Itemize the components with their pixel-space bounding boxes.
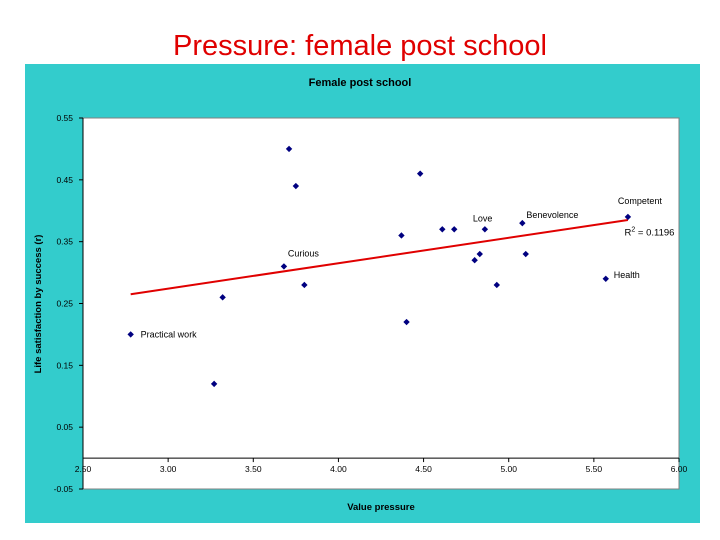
y-axis-ticks: 0.55 0.45 0.35 0.25 0.15 0.05 -0.05: [54, 113, 83, 494]
x-axis-label: Value pressure: [347, 502, 415, 513]
data-point: [285, 145, 293, 153]
y-tick-label: 0.35: [56, 237, 73, 247]
y-tick-label: 0.45: [56, 175, 73, 185]
data-point: [127, 331, 134, 338]
data-point: [602, 275, 609, 282]
data-point: [301, 281, 308, 289]
y-tick-label: -0.05: [54, 484, 74, 494]
data-point: [519, 219, 526, 227]
chart-title: Female post school: [309, 77, 412, 89]
r-squared-superscript: 2: [631, 226, 635, 233]
point-labels: Practical work Curious Love Benevolence Heal…: [141, 196, 663, 339]
point-label: Competent: [618, 196, 663, 206]
data-point: [451, 226, 458, 233]
y-tick-label: 0.15: [56, 360, 73, 370]
data-point: [280, 263, 288, 270]
point-label: Practical work: [141, 329, 198, 339]
y-tick-label: 0.05: [56, 422, 73, 432]
data-point: [398, 232, 405, 239]
x-tick-label: 6.00: [671, 464, 688, 474]
data-point: [439, 226, 446, 233]
trendline: [130, 219, 629, 296]
r-squared-r: R: [625, 227, 632, 238]
data-point: [624, 213, 632, 221]
y-tick-label: 0.25: [56, 299, 73, 309]
data-point: [471, 257, 478, 264]
data-point: [493, 281, 500, 289]
chart-frame: Female post school 0.55 0.45 0.35 0.25 0.15 0…: [25, 64, 700, 523]
x-tick-label: 4.50: [415, 464, 432, 474]
r-squared-annotation: R2 = 0.1196: [625, 226, 675, 238]
y-axis-label: Life satisfaction by success (r): [33, 235, 44, 374]
scatter-chart: Female post school 0.550.450.350.250.150…: [33, 77, 688, 513]
data-point: [481, 226, 489, 233]
slide-title: Pressure: female post school: [173, 30, 547, 62]
x-tick-label: 2.50: [75, 464, 92, 474]
point-label: Benevolence: [526, 210, 578, 220]
point-label: Health: [614, 270, 640, 280]
y-tick-label: 0.55: [56, 113, 73, 123]
data-point: [476, 250, 483, 258]
point-label: Love: [473, 213, 493, 223]
x-tick-label: 5.00: [500, 464, 517, 474]
x-tick-label: 3.50: [245, 464, 262, 474]
data-point: [292, 182, 300, 190]
point-label: Curious: [288, 248, 320, 258]
x-tick-label: 3.00: [160, 464, 177, 474]
r-squared-value: = 0.1196: [635, 227, 674, 238]
data-point: [219, 294, 226, 301]
plot-area: [82, 117, 680, 490]
x-tick-label: 4.00: [330, 464, 347, 474]
data-point: [403, 318, 410, 326]
x-tick-label: 5.50: [586, 464, 603, 474]
data-point: [210, 380, 218, 388]
x-axis-ticks: 2.50 3.00 3.50 4.00 4.50 5.00 5.50 6.00: [75, 458, 688, 474]
data-point: [416, 170, 424, 177]
